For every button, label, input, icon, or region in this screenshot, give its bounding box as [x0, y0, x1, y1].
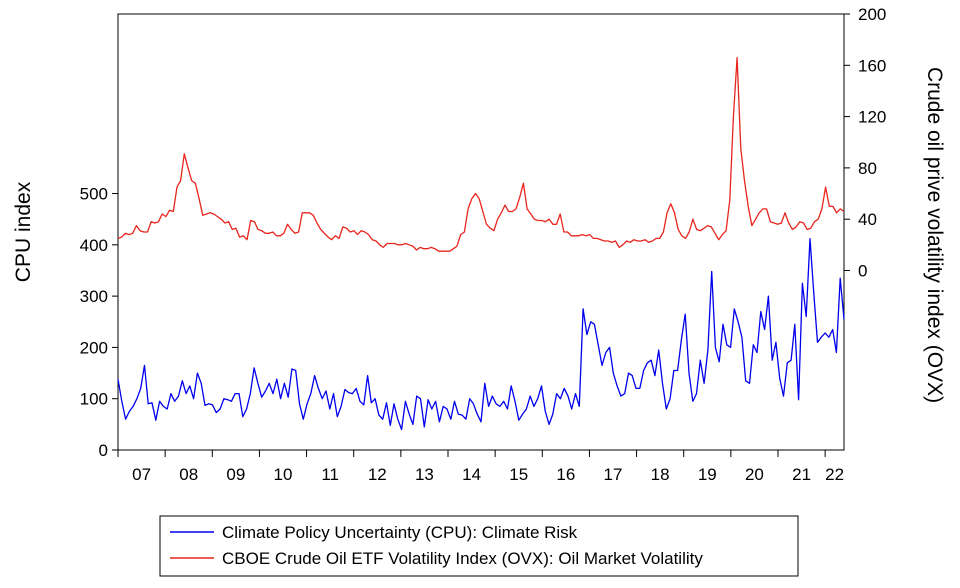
- y-left-tick-label: 400: [80, 236, 108, 255]
- y-left-tick-label: 200: [80, 338, 108, 357]
- x-tick-label: 11: [321, 465, 339, 484]
- y-right-axis-title: Crude oil prive volatility index (OVX): [923, 67, 946, 403]
- series-layer: [117, 56, 845, 431]
- axes: 0 100 200 300 400 500 0 40 80 120 160 200 07 08 09 10 11…: [80, 5, 887, 484]
- x-tick-label: 07: [132, 465, 151, 484]
- x-tick-label: 08: [179, 465, 198, 484]
- legend-label-cpu: Climate Policy Uncertainty (CPU): Climat…: [222, 523, 578, 542]
- x-tick-label: 09: [226, 465, 245, 484]
- y-left-tick-label: 500: [80, 185, 108, 204]
- plot-frame: [117, 13, 845, 451]
- legend: Climate Policy Uncertainty (CPU): Climat…: [159, 515, 799, 577]
- y-right-tick-label: 40: [858, 210, 877, 229]
- x-tick-label: 12: [368, 465, 387, 484]
- y-left-tick-label: 100: [80, 390, 108, 409]
- y-right-tick-label: 80: [858, 159, 877, 178]
- y-left-tick-label: 0: [99, 441, 108, 460]
- x-tick-label: 18: [651, 465, 670, 484]
- y-right-tick-label: 200: [858, 5, 886, 24]
- legend-label-ovx: CBOE Crude Oil ETF Volatility Index (OVX…: [222, 549, 703, 568]
- y-left-tick-label: 300: [80, 287, 108, 306]
- legend-box: [159, 515, 799, 577]
- x-tick-label: 16: [556, 465, 575, 484]
- x-tick-label: 17: [604, 465, 623, 484]
- y-right-tick-label: 160: [858, 56, 886, 75]
- x-tick-label: 20: [745, 465, 764, 484]
- series-line-cpu: [117, 238, 845, 431]
- x-tick-label: 13: [415, 465, 434, 484]
- y-left-axis-title: CPU index: [12, 181, 35, 282]
- x-tick-label: 21: [792, 465, 811, 484]
- x-tick-label: 22: [825, 465, 844, 484]
- x-tick-label: 15: [509, 465, 528, 484]
- x-tick-label: 14: [462, 465, 481, 484]
- x-tick-label: 10: [274, 465, 293, 484]
- y-right-tick-label: 0: [858, 261, 867, 280]
- x-tick-label: 19: [698, 465, 717, 484]
- y-right-tick-label: 120: [858, 108, 886, 127]
- series-line-ovx: [117, 56, 845, 252]
